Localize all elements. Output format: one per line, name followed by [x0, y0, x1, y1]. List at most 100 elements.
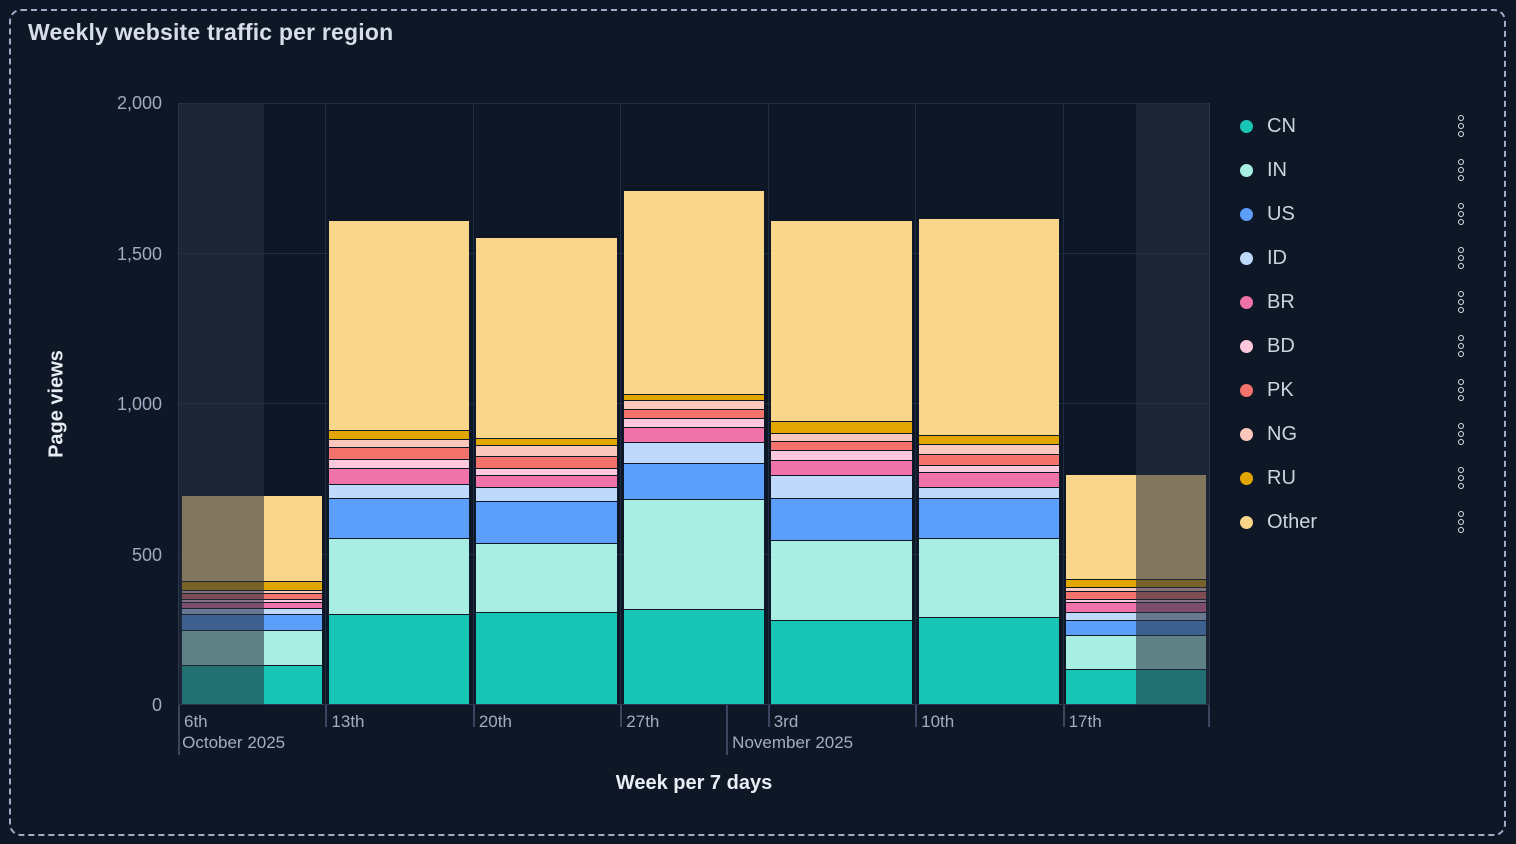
bar-segment-BD[interactable]: [918, 464, 1060, 473]
bar-segment-PK[interactable]: [476, 455, 617, 468]
kebab-dot: [1458, 439, 1464, 445]
bar-segment-CN[interactable]: [623, 609, 765, 704]
bar-segment-BR[interactable]: [476, 475, 617, 488]
bar-segment-BD[interactable]: [623, 418, 765, 428]
legend-item-ID[interactable]: ID: [1240, 236, 1488, 280]
kebab-dot: [1458, 387, 1464, 393]
legend-color-dot: [1240, 427, 1253, 441]
kebab-dots-icon[interactable]: [1458, 379, 1464, 401]
kebab-dots-icon[interactable]: [1458, 291, 1464, 313]
gridline-horizontal: [178, 704, 1210, 705]
bar-segment-BR[interactable]: [1066, 601, 1207, 613]
bar-segment-PK[interactable]: [918, 454, 1060, 465]
bar-segment-CN[interactable]: [328, 613, 470, 704]
kebab-dots-icon[interactable]: [1458, 159, 1464, 181]
legend-label: CN: [1267, 114, 1296, 137]
kebab-dots-icon[interactable]: [1458, 203, 1464, 225]
bar-segment-RU[interactable]: [771, 421, 912, 434]
bar-segment-PK[interactable]: [771, 440, 912, 450]
bar-segment-IN[interactable]: [918, 538, 1060, 617]
kebab-dots-icon[interactable]: [1458, 511, 1464, 533]
kebab-dots-icon[interactable]: [1458, 335, 1464, 357]
bar-segment-ID[interactable]: [1066, 612, 1207, 620]
kebab-dot: [1458, 291, 1464, 297]
legend-item-IN[interactable]: IN: [1240, 148, 1488, 192]
bar-segment-CN[interactable]: [476, 612, 617, 704]
bar-segment-IN[interactable]: [328, 538, 470, 614]
x-tick-label-week: 20th: [478, 712, 512, 731]
legend-item-PK[interactable]: PK: [1240, 368, 1488, 412]
legend-item-CN[interactable]: CN: [1240, 104, 1488, 148]
gridline-horizontal: [178, 103, 1210, 104]
bar-segment-US[interactable]: [771, 497, 912, 540]
bar-segment-RU[interactable]: [918, 434, 1060, 444]
bar-segment-RU[interactable]: [476, 437, 617, 446]
bar-segment-NG[interactable]: [476, 445, 617, 456]
x-axis-tick: [325, 705, 328, 727]
kebab-dots-icon[interactable]: [1458, 247, 1464, 269]
bar-segment-NG[interactable]: [918, 443, 1060, 455]
bar-segment-ID[interactable]: [476, 487, 617, 501]
bar-segment-CN[interactable]: [771, 619, 912, 704]
legend-item-BD[interactable]: BD: [1240, 324, 1488, 368]
bar-segment-BD[interactable]: [771, 449, 912, 461]
legend-item-NG[interactable]: NG: [1240, 412, 1488, 456]
kebab-dot: [1458, 299, 1464, 305]
bar-segment-Other[interactable]: [328, 220, 470, 431]
bar-segment-IN[interactable]: [623, 499, 765, 610]
bar-segment-BR[interactable]: [771, 460, 912, 476]
bar-segment-ID[interactable]: [328, 484, 470, 498]
kebab-dots-icon[interactable]: [1458, 115, 1464, 137]
legend-item-RU[interactable]: RU: [1240, 456, 1488, 500]
bar-segment-Other[interactable]: [623, 190, 765, 395]
bar-segment-NG[interactable]: [1066, 586, 1207, 592]
bar-segment-RU[interactable]: [328, 430, 470, 440]
bar-segment-BR[interactable]: [328, 467, 470, 485]
bar-segment-PK[interactable]: [328, 446, 470, 459]
bar-segment-RU[interactable]: [623, 394, 765, 401]
kebab-dot: [1458, 395, 1464, 401]
bar-segment-NG[interactable]: [771, 433, 912, 441]
kebab-dot: [1458, 219, 1464, 225]
bar-segment-US[interactable]: [476, 500, 617, 543]
page-title: Weekly website traffic per region: [28, 19, 394, 45]
legend-label: IN: [1267, 158, 1287, 181]
bar-segment-NG[interactable]: [623, 400, 765, 410]
bar-segment-ID[interactable]: [623, 442, 765, 464]
bar-segment-US[interactable]: [328, 497, 470, 539]
legend-item-US[interactable]: US: [1240, 192, 1488, 236]
kebab-dot: [1458, 115, 1464, 121]
bar-segment-Other[interactable]: [771, 221, 912, 422]
bar-segment-BD[interactable]: [1066, 598, 1207, 602]
bar-segment-BR[interactable]: [918, 472, 1060, 488]
x-tick-label-month: October 2025: [182, 733, 286, 752]
bar-segment-RU[interactable]: [1066, 579, 1207, 587]
bar-segment-Other[interactable]: [476, 237, 617, 438]
bar-segment-ID[interactable]: [771, 475, 912, 498]
bar-segment-BD[interactable]: [328, 458, 470, 468]
bar-segment-BD[interactable]: [476, 467, 617, 476]
bar-week-10th: [918, 219, 1060, 704]
bar-segment-US[interactable]: [918, 497, 1060, 539]
legend-item-Other[interactable]: Other: [1240, 500, 1488, 544]
bar-segment-PK[interactable]: [623, 409, 765, 419]
legend-color-dot: [1240, 383, 1253, 397]
bar-segment-Other[interactable]: [918, 219, 1060, 435]
kebab-dot: [1458, 423, 1464, 429]
bar-segment-NG[interactable]: [328, 439, 470, 447]
bar-segment-ID[interactable]: [918, 487, 1060, 498]
legend-item-BR[interactable]: BR: [1240, 280, 1488, 324]
legend-color-dot: [1240, 251, 1253, 265]
bar-segment-IN[interactable]: [771, 539, 912, 620]
bar-segment-PK[interactable]: [1066, 591, 1207, 599]
gridline-vertical: [325, 103, 327, 705]
bar-segment-BR[interactable]: [623, 427, 765, 443]
bar-segment-US[interactable]: [623, 463, 765, 500]
bar-segment-IN[interactable]: [476, 542, 617, 613]
kebab-dots-icon[interactable]: [1458, 467, 1464, 489]
kebab-dots-icon[interactable]: [1458, 423, 1464, 445]
bar-segment-CN[interactable]: [918, 616, 1060, 704]
legend-label: RU: [1267, 466, 1296, 489]
y-tick-label: 1,000: [116, 394, 162, 414]
x-tick-label-week: 27th: [626, 712, 660, 731]
